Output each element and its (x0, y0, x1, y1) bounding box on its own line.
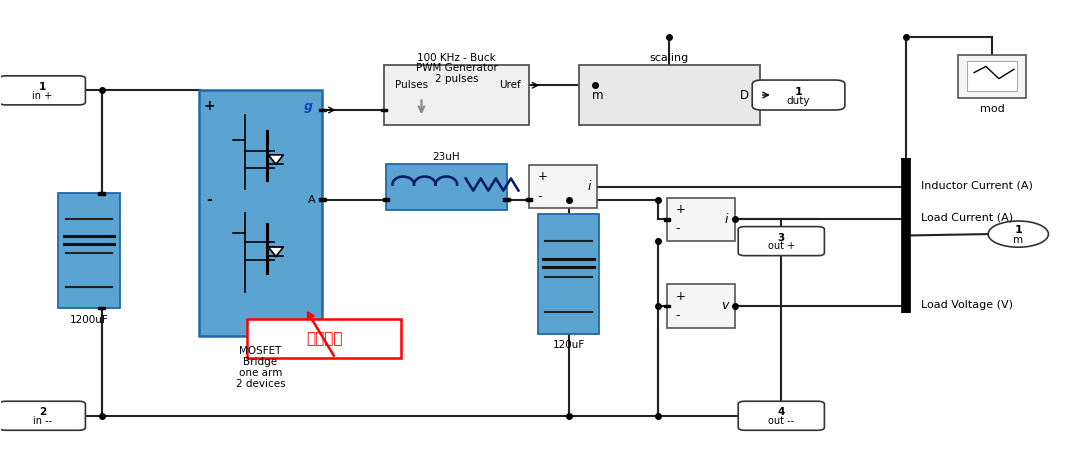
Text: m: m (1013, 235, 1024, 245)
Text: mod: mod (980, 105, 1004, 114)
Text: -: - (676, 222, 680, 236)
Text: A: A (308, 195, 315, 205)
FancyBboxPatch shape (383, 65, 529, 125)
Text: in --: in -- (32, 416, 52, 426)
Bar (526, 198, 532, 201)
Bar (320, 109, 326, 112)
FancyBboxPatch shape (667, 197, 735, 241)
FancyBboxPatch shape (386, 164, 507, 210)
Bar (503, 198, 510, 201)
Text: scaling: scaling (650, 53, 689, 63)
FancyBboxPatch shape (199, 90, 323, 336)
Text: 120uF: 120uF (553, 341, 584, 350)
FancyBboxPatch shape (247, 319, 401, 358)
Text: i: i (725, 213, 729, 226)
FancyBboxPatch shape (967, 61, 1017, 91)
Bar (98, 307, 105, 309)
Bar (380, 109, 387, 112)
Text: out --: out -- (768, 416, 795, 426)
FancyBboxPatch shape (0, 401, 85, 430)
Text: Pulses: Pulses (394, 80, 428, 90)
Text: 2: 2 (39, 407, 46, 417)
Text: 1200uF: 1200uF (70, 315, 109, 325)
Text: Uref: Uref (499, 80, 521, 90)
Text: Bridge: Bridge (243, 357, 278, 367)
Text: 2 devices: 2 devices (235, 379, 285, 389)
Text: +: + (676, 203, 686, 216)
Text: +: + (538, 171, 548, 184)
Text: D: D (740, 89, 750, 102)
Text: -: - (206, 193, 212, 207)
Text: one arm: one arm (239, 368, 282, 378)
Text: +: + (203, 99, 215, 114)
Text: i: i (588, 180, 591, 193)
Bar (98, 192, 105, 195)
FancyBboxPatch shape (752, 80, 845, 110)
Text: PWM Generator: PWM Generator (416, 64, 498, 73)
Text: Load Voltage (V): Load Voltage (V) (921, 300, 1013, 309)
Text: m: m (592, 89, 604, 102)
FancyBboxPatch shape (529, 165, 597, 208)
Bar (382, 198, 389, 201)
FancyBboxPatch shape (958, 55, 1026, 98)
Text: Inductor Current (A): Inductor Current (A) (921, 180, 1034, 190)
FancyBboxPatch shape (0, 76, 85, 105)
Text: 3: 3 (778, 233, 785, 243)
Text: 23uH: 23uH (432, 152, 460, 162)
Text: g: g (303, 100, 313, 113)
Text: duty: duty (787, 96, 810, 106)
Text: v: v (721, 300, 729, 312)
Polygon shape (268, 247, 283, 256)
Text: in +: in + (32, 90, 53, 100)
Bar (664, 218, 671, 221)
Text: 开关模型: 开关模型 (306, 331, 342, 346)
Bar (664, 305, 671, 308)
FancyBboxPatch shape (538, 214, 599, 334)
Text: 100 KHz - Buck: 100 KHz - Buck (417, 53, 496, 63)
FancyBboxPatch shape (579, 65, 759, 125)
Text: -: - (538, 190, 542, 203)
Text: out +: out + (768, 241, 795, 251)
Text: 2 pulses: 2 pulses (435, 74, 478, 84)
Bar (320, 198, 326, 201)
Text: +: + (676, 290, 686, 303)
FancyBboxPatch shape (739, 401, 824, 430)
Text: Load Current (A): Load Current (A) (921, 213, 1013, 223)
Text: -: - (676, 309, 680, 322)
Text: 1: 1 (1014, 225, 1022, 236)
Text: 1: 1 (39, 82, 46, 92)
Circle shape (988, 221, 1049, 247)
FancyBboxPatch shape (739, 227, 824, 256)
Text: 4: 4 (778, 407, 785, 417)
FancyBboxPatch shape (58, 194, 120, 308)
FancyBboxPatch shape (667, 284, 735, 328)
Text: MOSFET: MOSFET (240, 347, 282, 357)
Text: 1: 1 (795, 87, 802, 97)
Polygon shape (268, 155, 283, 164)
